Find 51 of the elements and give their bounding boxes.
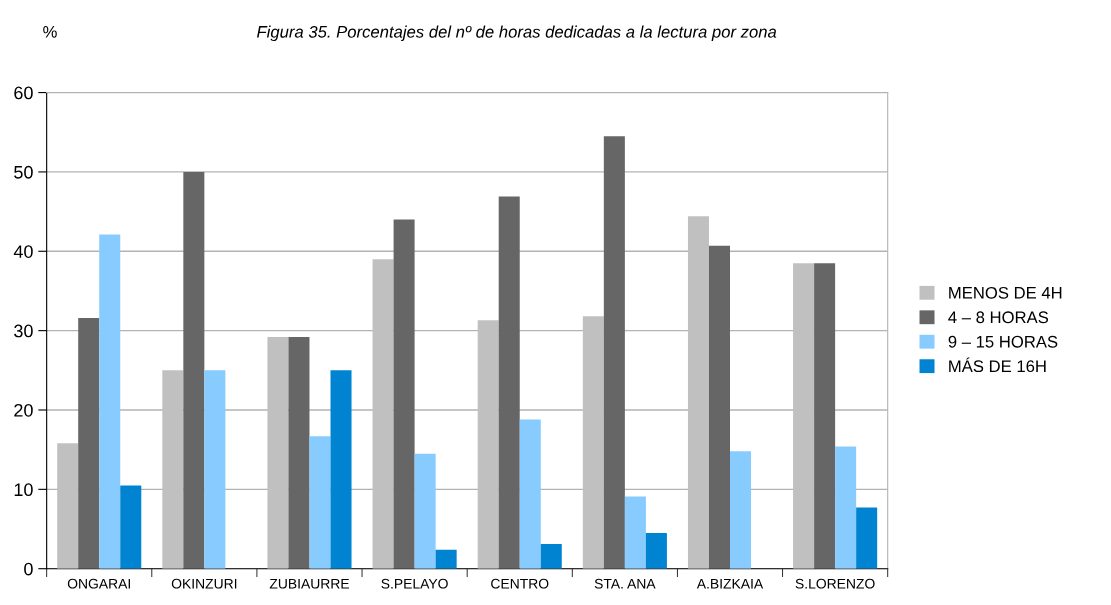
x-tick-label: CENTRO bbox=[491, 578, 549, 589]
bar bbox=[267, 336, 289, 569]
bar bbox=[582, 316, 604, 569]
bar bbox=[309, 436, 331, 569]
bar bbox=[730, 451, 752, 569]
y-tick-label: 30 bbox=[14, 324, 33, 338]
legend-label: MENOS DE 4H bbox=[949, 286, 1062, 299]
bar bbox=[540, 544, 562, 569]
bar bbox=[78, 317, 100, 569]
bar bbox=[645, 532, 667, 569]
y-tick-label: 10 bbox=[14, 483, 33, 497]
bar bbox=[204, 370, 226, 569]
bar bbox=[603, 136, 625, 569]
x-tick-label: OKINZURI bbox=[171, 578, 237, 589]
y-axis-title: % bbox=[43, 26, 57, 38]
bar bbox=[687, 216, 709, 569]
bar bbox=[414, 453, 436, 569]
y-tick-label: 0 bbox=[24, 562, 33, 576]
bar bbox=[372, 259, 394, 569]
chart-title: Figura 35. Porcentajes del nº de horas dedicadas a la lectura por zona bbox=[257, 25, 777, 42]
bar bbox=[183, 171, 205, 569]
legend-label: 4 – 8 HORAS bbox=[948, 311, 1049, 324]
bar bbox=[162, 370, 184, 569]
bar bbox=[120, 485, 142, 569]
bar bbox=[435, 549, 457, 569]
bar bbox=[477, 320, 499, 569]
y-tick-label: 60 bbox=[14, 86, 33, 100]
bar bbox=[835, 446, 857, 569]
bar bbox=[57, 443, 79, 569]
bar bbox=[708, 245, 730, 569]
bar bbox=[519, 419, 541, 569]
bar bbox=[856, 507, 878, 569]
bar bbox=[330, 370, 352, 569]
y-tick-label: 20 bbox=[14, 403, 33, 417]
x-tick-label: ONGARAI bbox=[67, 578, 130, 589]
x-tick-label: S.PELAYO bbox=[381, 578, 448, 589]
bar bbox=[624, 496, 646, 569]
y-tick-label: 40 bbox=[13, 245, 33, 258]
bar bbox=[814, 263, 836, 569]
bar bbox=[288, 336, 310, 569]
x-tick-label: S.LORENZO bbox=[795, 578, 875, 589]
bar bbox=[498, 196, 520, 569]
x-tick-label: STA. ANA bbox=[594, 578, 656, 589]
y-tick-label: 50 bbox=[14, 165, 33, 179]
legend-label: 9 – 15 HORAS bbox=[948, 335, 1058, 348]
bar bbox=[393, 219, 415, 569]
x-tick-label: A.BIZKAIA bbox=[696, 578, 764, 589]
x-tick-label: ZUBIAURRE bbox=[269, 578, 350, 589]
bar bbox=[793, 263, 815, 569]
bar bbox=[99, 234, 121, 569]
legend-label: MÁS DE 16H bbox=[949, 357, 1046, 373]
